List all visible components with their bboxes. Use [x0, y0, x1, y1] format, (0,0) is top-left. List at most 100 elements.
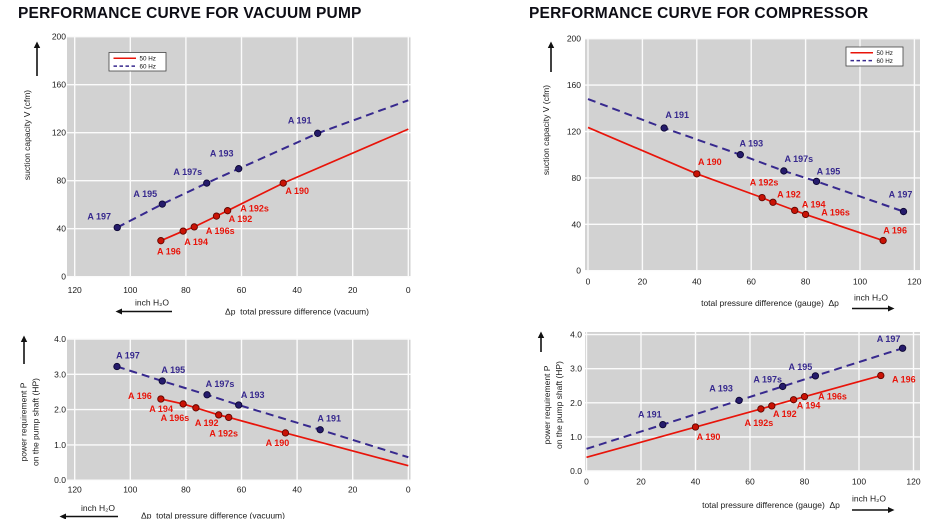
point-label-a-195: A 195 — [161, 365, 185, 375]
point-label-a-190: A 190 — [697, 432, 721, 442]
point-label-a-196: A 196 — [892, 375, 916, 385]
data-point-a-197 — [113, 362, 121, 371]
y-tick-label: 160 — [567, 80, 581, 90]
y-tick-label: 4.0 — [54, 334, 66, 344]
data-point-a-196s — [192, 404, 200, 412]
data-point-a-194 — [791, 206, 799, 215]
legend-label-60-hz: 60 Hz — [877, 58, 893, 65]
point-label-a-197s: A 197s — [784, 154, 813, 164]
point-label-a-191: A 191 — [665, 110, 689, 120]
y-tick-label: 0 — [576, 266, 581, 276]
point-label-a-196s: A 196s — [161, 413, 190, 423]
compressor-title: PERFORMANCE CURVE FOR COMPRESSOR — [529, 5, 869, 22]
y-tick-label: 2.0 — [570, 398, 582, 408]
data-point-a-196s — [190, 223, 198, 231]
y-tick-label: 3.0 — [570, 364, 582, 374]
point-label-a-195: A 195 — [133, 189, 157, 199]
y-axis-label: power requirement P — [19, 382, 29, 461]
data-point-a-192s — [757, 405, 765, 413]
point-label-a-192s: A 192s — [750, 178, 779, 188]
data-point-a-197s — [779, 382, 787, 391]
y-tick-label: 0.0 — [570, 466, 582, 476]
data-point-a-196s — [800, 393, 809, 401]
y-tick-label: 120 — [52, 128, 66, 138]
data-point-a-196 — [157, 395, 165, 403]
point-label-a-194: A 194 — [149, 404, 173, 414]
x-axis-unit-label: inch H₂O — [852, 494, 886, 504]
y-tick-label: 80 — [57, 176, 67, 186]
data-point-a-192 — [769, 198, 777, 206]
data-point-a-190 — [691, 423, 700, 431]
x-axis-arrowhead-icon — [115, 308, 122, 315]
point-label-a-196s: A 196s — [206, 226, 235, 236]
plot-area — [67, 36, 411, 277]
vacuum-pump-title: PERFORMANCE CURVE FOR VACUUM PUMP — [18, 5, 362, 22]
y-tick-label: 200 — [567, 34, 581, 44]
y-tick-label: 0 — [61, 272, 66, 282]
point-label-a-192: A 192 — [773, 409, 797, 419]
y-axis-arrowhead-icon — [547, 41, 555, 48]
y-tick-label: 120 — [567, 127, 581, 137]
x-tick-label: 60 — [745, 477, 755, 487]
x-axis-label: total pressure difference (gauge) Δp — [702, 500, 840, 510]
data-point-a-191 — [314, 129, 322, 137]
x-axis-arrowhead-icon — [59, 513, 66, 519]
x-axis-unit-label: inch H₂O — [135, 298, 169, 308]
chart-compressor-power: 0 20 40 60 80 100 120 0.0 1.0 2.0 3.0 4.0 power requ… — [537, 330, 921, 513]
point-label-a-197s: A 197s — [206, 379, 235, 389]
x-tick-label: 20 — [638, 277, 648, 287]
point-label-a-190: A 190 — [285, 186, 309, 196]
x-tick-label: 100 — [123, 285, 137, 295]
x-tick-label: 100 — [853, 277, 867, 287]
y-tick-label: 200 — [52, 32, 66, 42]
y-axis-label: suction capacity V (cfm) — [22, 90, 32, 180]
data-point-a-195 — [812, 177, 821, 186]
data-point-a-196 — [879, 236, 887, 245]
point-label-a-197s: A 197s — [753, 374, 782, 384]
x-tick-label: 120 — [68, 485, 82, 495]
point-label-a-190: A 190 — [266, 438, 290, 448]
point-label-a-193: A 193 — [709, 383, 733, 393]
y-axis-label: on the pump shaft (HP) — [31, 378, 41, 466]
point-label-a-194: A 194 — [184, 237, 208, 247]
data-point-a-195 — [811, 372, 820, 380]
point-label-a-197: A 197 — [116, 351, 140, 361]
data-point-a-194 — [179, 400, 187, 408]
x-tick-label: 40 — [692, 277, 702, 287]
x-tick-label: 20 — [348, 485, 358, 495]
x-tick-label: 60 — [237, 485, 247, 495]
data-point-a-193 — [235, 165, 243, 173]
x-tick-label: 20 — [636, 477, 646, 487]
data-point-a-197s — [203, 391, 211, 399]
point-label-a-197: A 197 — [877, 334, 901, 344]
data-point-a-191 — [660, 124, 668, 132]
data-point-a-193 — [736, 151, 744, 159]
x-tick-label: 100 — [123, 485, 137, 495]
plot-area — [585, 38, 920, 271]
data-point-a-192s — [225, 413, 233, 422]
y-axis-label: on the pump shaft (HP) — [554, 361, 564, 449]
data-point-a-192 — [215, 411, 223, 419]
point-label-a-192s: A 192s — [745, 418, 774, 428]
series-line-60-hz — [116, 99, 409, 229]
x-axis-label: total pressure difference (gauge) Δp — [701, 298, 839, 308]
x-tick-label: 80 — [800, 477, 810, 487]
data-point-a-195 — [158, 377, 166, 385]
legend-label-60-hz: 60 Hz — [140, 63, 156, 70]
point-label-a-197s: A 197s — [173, 167, 202, 177]
chart-compressor-suction-capacity: 0 20 40 60 80 100 120 0 40 80 120 160 200 suction cap… — [541, 34, 922, 312]
data-point-a-192 — [768, 402, 776, 410]
data-point-a-194 — [789, 396, 798, 404]
data-point-a-193 — [735, 396, 743, 405]
point-label-a-196s: A 196s — [821, 207, 850, 217]
point-label-a-195: A 195 — [817, 166, 841, 176]
data-point-a-190 — [281, 429, 290, 437]
series-line-60-hz — [586, 347, 903, 450]
point-label-a-196: A 196 — [128, 391, 152, 401]
x-tick-label: 40 — [292, 485, 302, 495]
y-tick-label: 40 — [572, 219, 582, 229]
